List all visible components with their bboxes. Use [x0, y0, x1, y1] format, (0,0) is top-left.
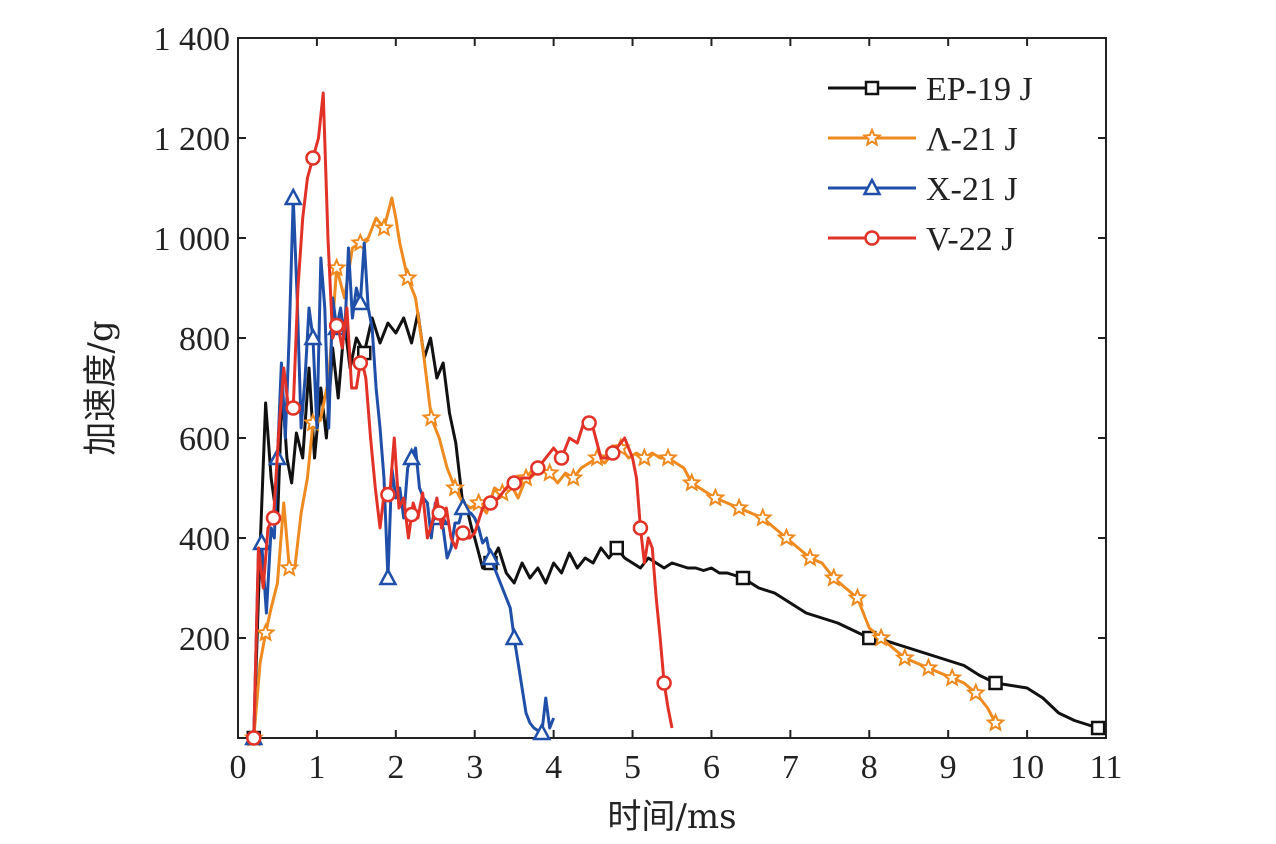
data-point-21-j: [918, 657, 939, 677]
data-point-v-22-j: [656, 675, 672, 691]
data-point-v-22-j: [605, 445, 621, 461]
data-point-v-22-j: [305, 150, 321, 166]
data-point-21-j: [444, 477, 466, 497]
data-point-v-22-j: [455, 525, 471, 541]
data-point-x-21-j: [350, 292, 370, 311]
data-point-ep-19-j: [735, 570, 751, 586]
data-point-ep-19-j: [609, 540, 625, 556]
data-point-x-21-j: [504, 627, 524, 646]
y-tick-label: 1 200: [154, 121, 231, 158]
legend-item-ep-19-j: EP-19 J: [828, 71, 1033, 108]
legend-item-21-j: Λ-21 J: [828, 121, 1018, 158]
data-point-v-22-j: [328, 317, 345, 334]
data-point-21-j: [586, 447, 608, 467]
series-v-22-j: [246, 91, 674, 746]
data-point-v-22-j: [265, 510, 282, 526]
data-point-21-j: [279, 557, 300, 577]
data-point-x-21-j: [378, 567, 398, 586]
legend-marker-x-21-j: [862, 177, 882, 196]
data-point-21-j: [942, 667, 963, 687]
y-tick-label: 200: [179, 621, 230, 658]
legend-label: V-22 J: [926, 221, 1015, 258]
y-axis-title: 加速度/g: [81, 320, 121, 455]
data-point-21-j: [965, 682, 986, 702]
data-point-v-22-j: [530, 460, 546, 476]
data-point-21-j: [871, 627, 892, 647]
data-point-v-22-j: [553, 450, 570, 466]
y-tick-label: 1 400: [154, 21, 231, 58]
data-point-21-j: [728, 497, 750, 517]
legend-item-x-21-j: X-21 J: [828, 171, 1018, 208]
x-tick-label: 1: [308, 749, 325, 786]
x-tick-label: 2: [387, 749, 404, 786]
x-tick-label: 7: [782, 749, 799, 786]
x-tick-label: 5: [624, 749, 641, 786]
legend-marker-ep-19-j: [864, 80, 880, 96]
series-line-x-21-j: [252, 196, 556, 739]
data-point-x-21-j: [402, 447, 422, 466]
data-point-21-j: [681, 472, 702, 492]
data-point-v-22-j: [403, 506, 420, 523]
y-tick-label: 600: [179, 421, 230, 458]
legend-marker-21-j: [861, 127, 883, 147]
data-point-v-22-j: [246, 730, 262, 746]
data-point-21-j: [563, 467, 584, 487]
plot-frame: [237, 37, 1107, 739]
data-point-21-j: [326, 257, 347, 277]
data-point-21-j: [894, 647, 915, 667]
x-tick-label: 10: [1010, 749, 1044, 786]
data-point-ep-19-j: [988, 675, 1003, 691]
y-tick-label: 400: [179, 521, 230, 558]
legend-label: EP-19 J: [926, 71, 1033, 108]
data-point-21-j: [397, 267, 418, 287]
data-point-v-22-j: [581, 415, 597, 431]
x-tick-label: 3: [466, 749, 483, 786]
legend-label: Λ-21 J: [926, 121, 1018, 158]
legend-marker-v-22-j: [864, 230, 880, 246]
data-point-21-j: [985, 712, 1006, 732]
data-point-21-j: [657, 447, 679, 467]
x-tick-label: 4: [545, 749, 562, 786]
data-point-v-22-j: [482, 495, 499, 511]
data-point-v-22-j: [632, 520, 649, 536]
legend-label: X-21 J: [926, 171, 1018, 208]
legend-item-v-22-j: V-22 J: [828, 221, 1015, 258]
data-point-21-j: [776, 527, 797, 547]
data-point-21-j: [847, 587, 868, 607]
data-point-ep-19-j: [1090, 720, 1106, 736]
x-tick-label: 0: [230, 749, 247, 786]
data-point-x-21-j: [283, 187, 303, 206]
data-point-v-22-j: [380, 486, 396, 503]
x-axis-title: 时间/ms: [607, 797, 736, 837]
data-point-v-22-j: [352, 355, 369, 371]
data-point-21-j: [799, 547, 821, 567]
data-point-x-21-j: [453, 497, 473, 516]
ticks-layer: 0 1 2 3 4 5 6 7 8 9 10 11 200 400 600 800 1 000 1 200 1 40…: [154, 21, 1123, 786]
x-tick-label: 11: [1090, 749, 1123, 786]
data-point-v-22-j: [506, 475, 522, 491]
data-point-21-j: [823, 567, 844, 587]
series-layer: [243, 91, 1106, 747]
data-point-v-22-j: [431, 505, 447, 521]
data-point-21-j: [752, 507, 773, 527]
data-point-ep-19-j: [862, 630, 877, 646]
x-tick-label: 9: [940, 749, 957, 786]
data-point-21-j: [634, 447, 655, 467]
data-point-21-j: [421, 407, 442, 427]
data-point-v-22-j: [285, 400, 301, 416]
x-tick-label: 6: [703, 749, 720, 786]
y-tick-label: 1 000: [154, 221, 231, 258]
data-point-x-21-j: [480, 547, 501, 566]
x-tick-label: 8: [861, 749, 878, 786]
data-point-21-j: [255, 622, 276, 642]
y-tick-label: 800: [179, 321, 230, 358]
data-point-x-21-j: [303, 327, 323, 346]
series-21-j: [243, 196, 1006, 747]
legend: EP-19 J Λ-21 J X-21 J V-22 J: [828, 71, 1033, 258]
data-point-x-21-j: [532, 722, 552, 741]
data-point-21-j: [705, 487, 726, 507]
data-point-21-j: [373, 217, 395, 237]
